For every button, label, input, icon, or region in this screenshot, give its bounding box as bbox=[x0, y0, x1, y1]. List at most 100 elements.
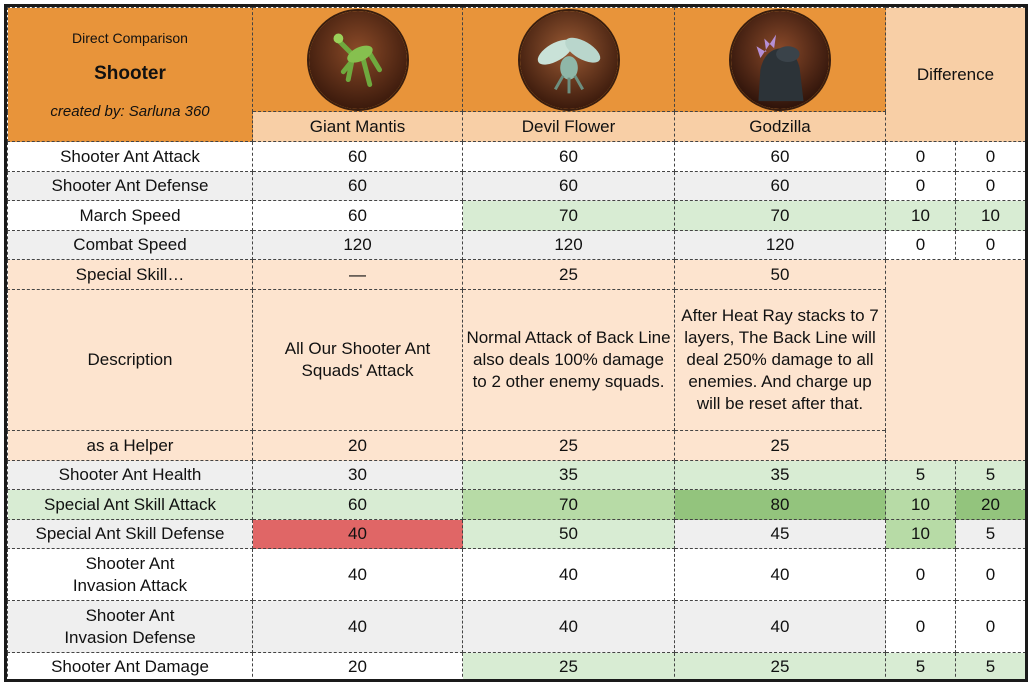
column-header-devil-flower: Devil Flower bbox=[462, 111, 675, 142]
table-row: Shooter Ant Defense 60 60 60 0 0 bbox=[7, 171, 1025, 201]
difference-cell: 0 bbox=[955, 230, 1025, 260]
difference-cell: 5 bbox=[955, 652, 1025, 679]
value-cell: 25 bbox=[462, 259, 675, 290]
header-credit: created by: Sarluna 360 bbox=[50, 102, 210, 120]
mantis-portrait-icon bbox=[306, 8, 409, 111]
description-cell: All Our Shooter Ant Squads' Attack bbox=[252, 289, 463, 431]
table-row: Description All Our Shooter Ant Squads' … bbox=[7, 289, 1026, 431]
row-label: March Speed bbox=[7, 200, 253, 231]
difference-cell: 0 bbox=[885, 230, 956, 260]
page-title: Shooter bbox=[94, 62, 166, 84]
value-cell: 60 bbox=[252, 200, 463, 231]
row-label: as a Helper bbox=[7, 430, 253, 461]
row-label: Shooter Ant Health bbox=[7, 460, 253, 490]
value-cell: 120 bbox=[674, 230, 886, 260]
value-cell: 40 bbox=[252, 600, 463, 653]
table-row: Special Ant Skill Attack 60 70 80 10 20 bbox=[7, 489, 1025, 520]
row-label: Special Ant Skill Attack bbox=[7, 489, 253, 520]
difference-cell: 10 bbox=[885, 200, 956, 231]
difference-cell: 5 bbox=[955, 519, 1025, 549]
value-cell: 60 bbox=[252, 171, 463, 201]
row-label: Shooter Ant Invasion Defense bbox=[7, 600, 253, 653]
value-cell: 70 bbox=[674, 200, 886, 231]
value-cell: 40 bbox=[462, 548, 675, 601]
godzilla-portrait-icon bbox=[729, 8, 831, 111]
value-cell: 60 bbox=[674, 141, 886, 172]
header-title-cell: Direct Comparison Shooter created by: Sa… bbox=[7, 7, 253, 142]
row-label: Shooter Ant Damage bbox=[7, 652, 253, 679]
row-label: Shooter Ant Attack bbox=[7, 141, 253, 172]
row-label: Description bbox=[7, 289, 253, 431]
value-cell: 30 bbox=[252, 460, 463, 490]
difference-cell: 10 bbox=[885, 519, 956, 549]
difference-header: Difference bbox=[885, 7, 1025, 142]
godzilla-portrait-cell bbox=[674, 7, 886, 112]
value-cell: 40 bbox=[674, 548, 886, 601]
value-cell: 35 bbox=[462, 460, 675, 490]
table-row: Shooter Ant Health 30 35 35 5 5 bbox=[7, 460, 1025, 490]
value-cell: 40 bbox=[674, 600, 886, 653]
table-row: Special Ant Skill Defense 40 50 45 10 5 bbox=[7, 519, 1025, 549]
column-header-godzilla: Godzilla bbox=[674, 111, 886, 142]
row-label: Special Skill… bbox=[7, 259, 253, 290]
value-cell: — bbox=[252, 259, 463, 290]
table-row: Shooter Ant Attack 60 60 60 0 0 bbox=[7, 141, 1025, 172]
value-cell: 40 bbox=[252, 519, 463, 549]
table-row: as a Helper 20 25 25 bbox=[7, 430, 1026, 461]
difference-cell: 0 bbox=[885, 171, 956, 201]
value-cell: 60 bbox=[674, 171, 886, 201]
value-cell: 25 bbox=[674, 430, 886, 461]
difference-cell: 0 bbox=[885, 141, 956, 172]
description-cell: After Heat Ray stacks to 7 layers, The B… bbox=[674, 289, 886, 431]
table-row: Combat Speed 120 120 120 0 0 bbox=[7, 230, 1025, 260]
value-cell: 25 bbox=[674, 652, 886, 679]
value-cell: 20 bbox=[252, 430, 463, 461]
table-row: Shooter Ant Invasion Attack 40 40 40 0 0 bbox=[7, 548, 1025, 601]
row-label: Shooter Ant Invasion Attack bbox=[7, 548, 253, 601]
devil-flower-portrait-icon bbox=[517, 8, 620, 111]
value-cell: 20 bbox=[252, 652, 463, 679]
devil-flower-portrait-cell bbox=[462, 7, 675, 112]
difference-cell: 0 bbox=[955, 548, 1025, 601]
comparison-table: Direct Comparison Shooter created by: Sa… bbox=[7, 7, 1026, 679]
value-cell: 120 bbox=[252, 230, 463, 260]
table-row: Shooter Ant Invasion Defense 40 40 40 0 … bbox=[7, 600, 1025, 653]
value-cell: 40 bbox=[252, 548, 463, 601]
value-cell: 35 bbox=[674, 460, 886, 490]
value-cell: 45 bbox=[674, 519, 886, 549]
difference-cell: 0 bbox=[885, 548, 956, 601]
value-cell: 25 bbox=[462, 652, 675, 679]
value-cell: 40 bbox=[462, 600, 675, 653]
row-label: Combat Speed bbox=[7, 230, 253, 260]
value-cell: 70 bbox=[462, 489, 675, 520]
difference-cell: 0 bbox=[955, 171, 1025, 201]
difference-cell: 10 bbox=[885, 489, 956, 520]
table-row: Shooter Ant Damage 20 25 25 5 5 bbox=[7, 652, 1025, 679]
table-row: March Speed 60 70 70 10 10 bbox=[7, 200, 1025, 231]
value-cell: 25 bbox=[462, 430, 675, 461]
value-cell: 50 bbox=[674, 259, 886, 290]
difference-cell: 20 bbox=[955, 489, 1025, 520]
difference-cell: 5 bbox=[885, 652, 956, 679]
header-subtitle: Direct Comparison bbox=[72, 29, 188, 46]
difference-cell: 10 bbox=[955, 200, 1025, 231]
difference-cell: 5 bbox=[955, 460, 1025, 490]
row-label: Special Ant Skill Defense bbox=[7, 519, 253, 549]
row-label: Shooter Ant Defense bbox=[7, 171, 253, 201]
value-cell: 70 bbox=[462, 200, 675, 231]
table-row: Special Skill… — 25 50 bbox=[7, 259, 1025, 461]
value-cell: 60 bbox=[252, 489, 463, 520]
difference-cell: 0 bbox=[885, 600, 956, 653]
value-cell: 50 bbox=[462, 519, 675, 549]
value-cell: 60 bbox=[252, 141, 463, 172]
value-cell: 60 bbox=[462, 171, 675, 201]
difference-cell: 0 bbox=[955, 600, 1025, 653]
description-cell: Normal Attack of Back Line also deals 10… bbox=[462, 289, 675, 431]
difference-cell-empty bbox=[885, 259, 1025, 461]
comparison-frame: Direct Comparison Shooter created by: Sa… bbox=[4, 4, 1028, 682]
difference-cell: 5 bbox=[885, 460, 956, 490]
value-cell: 80 bbox=[674, 489, 886, 520]
mantis-portrait-cell bbox=[252, 7, 463, 112]
column-header-giant-mantis: Giant Mantis bbox=[252, 111, 463, 142]
difference-cell: 0 bbox=[955, 141, 1025, 172]
